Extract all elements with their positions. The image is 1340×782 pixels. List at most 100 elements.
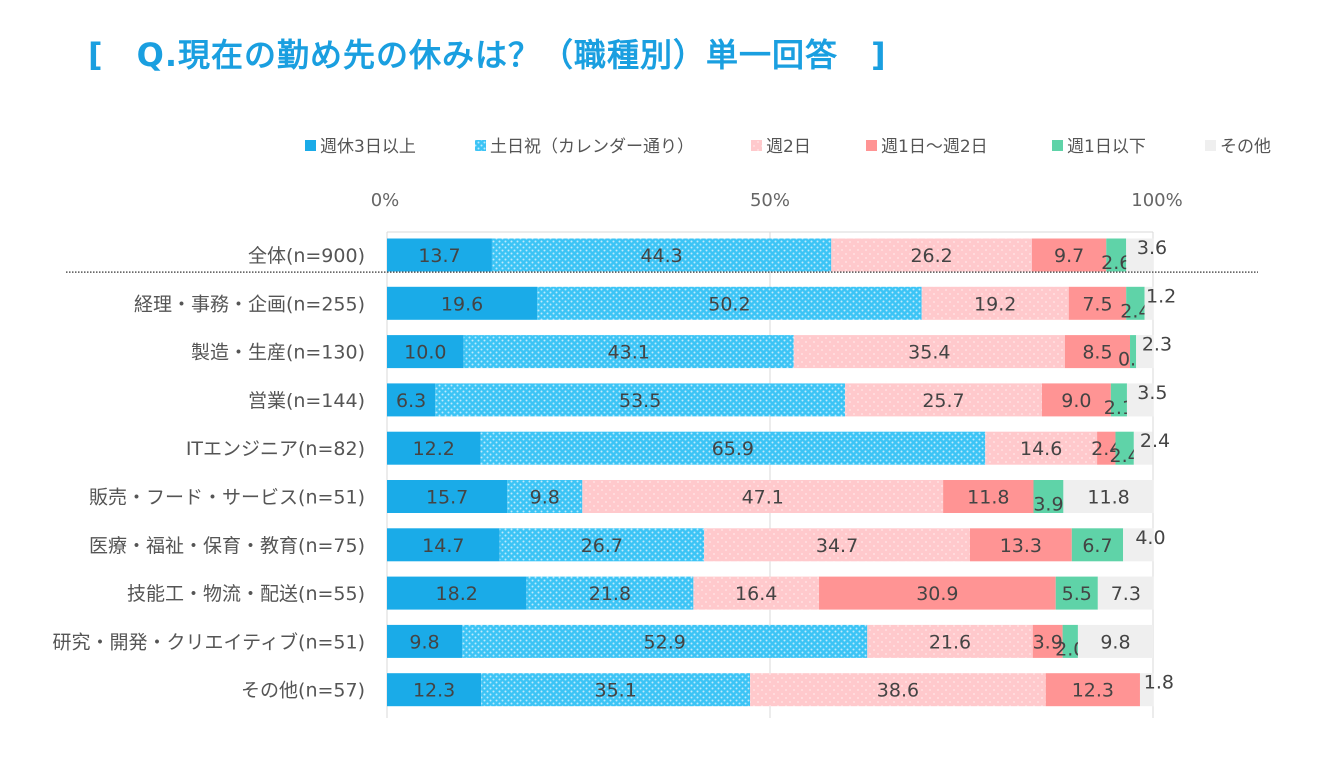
data-label-1-3: 7.5 xyxy=(1082,293,1112,315)
data-label-8-0: 9.8 xyxy=(409,631,439,653)
data-label-3-4: 2.1 xyxy=(1104,397,1134,419)
data-label-6-0: 14.7 xyxy=(422,535,464,557)
data-label-1-5: 1.2 xyxy=(1146,285,1176,307)
data-label-8-4: 2.0 xyxy=(1055,638,1085,660)
bar-segment-9-2 xyxy=(750,673,1046,707)
data-label-1-2: 19.2 xyxy=(974,293,1016,315)
bar-segment-1-1 xyxy=(537,286,922,320)
data-label-5-1: 9.8 xyxy=(530,487,560,509)
bar-segment-6-1 xyxy=(499,528,705,562)
bar-segment-1-3 xyxy=(1068,286,1127,320)
data-label-4-1: 65.9 xyxy=(712,438,754,460)
data-label-2-1: 43.1 xyxy=(608,342,650,364)
bar-segment-3-3 xyxy=(1041,383,1111,417)
legend-label-0: 週休3日以上 xyxy=(320,137,416,157)
bar-segment-9-3 xyxy=(1045,673,1140,707)
bar-segment-8-5 xyxy=(1077,624,1153,658)
data-label-4-2: 14.6 xyxy=(1020,438,1062,460)
bar-segment-4-0 xyxy=(387,431,481,465)
bar-segment-0-4 xyxy=(1106,238,1127,272)
bar-segment-0-1 xyxy=(491,238,832,272)
category-label-4: ITエンジニア(n=82) xyxy=(186,438,365,460)
bar-segment-7-2 xyxy=(693,576,820,610)
data-label-0-2: 26.2 xyxy=(910,245,952,267)
data-label-7-3: 30.9 xyxy=(916,583,958,605)
bar-segment-7-0 xyxy=(387,576,527,610)
data-label-4-0: 12.2 xyxy=(413,438,455,460)
bar-segment-7-5 xyxy=(1097,576,1154,610)
bar-segment-5-4 xyxy=(1033,480,1064,513)
bar-segment-5-3 xyxy=(943,480,1034,513)
data-label-7-0: 18.2 xyxy=(436,583,478,605)
category-label-2: 製造・生産(n=130) xyxy=(191,342,365,364)
data-label-5-0: 15.7 xyxy=(426,487,468,509)
data-label-2-0: 10.0 xyxy=(404,342,446,364)
data-label-2-3: 8.5 xyxy=(1082,342,1112,364)
bar-segment-9-1 xyxy=(481,673,751,707)
legend-label-4: 週1日以下 xyxy=(1067,137,1146,157)
bar-segment-2-0 xyxy=(387,335,464,369)
bar-segment-2-1 xyxy=(463,335,794,369)
legend-swatch-5 xyxy=(1205,140,1216,151)
data-label-7-1: 21.8 xyxy=(589,583,631,605)
legend-swatch-4 xyxy=(1052,140,1063,151)
data-label-9-0: 12.3 xyxy=(413,680,455,702)
data-label-0-0: 13.7 xyxy=(418,245,460,267)
legend-swatch-3 xyxy=(866,140,877,151)
bar-segment-3-2 xyxy=(845,383,1042,417)
category-label-8: 研究・開発・クリエイティブ(n=51) xyxy=(53,630,365,653)
bar-segment-0-2 xyxy=(831,238,1032,272)
legend-swatch-2 xyxy=(751,140,762,151)
data-label-3-5: 3.5 xyxy=(1137,382,1167,404)
bar-segment-2-5 xyxy=(1136,335,1154,369)
data-label-6-4: 6.7 xyxy=(1082,535,1112,557)
category-label-1: 経理・事務・企画(n=255) xyxy=(134,293,365,315)
bar-segment-0-3 xyxy=(1031,238,1107,272)
legend-swatch-0 xyxy=(305,140,316,151)
bar-segment-9-5 xyxy=(1139,673,1154,707)
legend-label-3: 週1日～週2日 xyxy=(881,137,988,157)
bar-segment-1-0 xyxy=(387,286,538,320)
category-labels: 全体(n=900) 経理・事務・企画(n=255) 製造・生産(n=130) 営業(n… xyxy=(53,245,365,702)
bar-segment-5-2 xyxy=(582,480,944,513)
bar-segment-6-3 xyxy=(969,528,1072,562)
data-label-9-2: 38.6 xyxy=(877,680,919,702)
data-label-0-4: 2.6 xyxy=(1101,252,1131,274)
bar-segment-8-3 xyxy=(1032,624,1063,658)
bar-segment-1-2 xyxy=(921,286,1069,320)
data-label-5-2: 47.1 xyxy=(742,487,784,509)
bar-segment-4-2 xyxy=(985,431,1098,465)
bar-segment-3-1 xyxy=(435,383,846,417)
data-label-1-0: 19.6 xyxy=(441,293,483,315)
legend-label-1: 土日祝（カレンダー通り） xyxy=(490,137,694,157)
bar-segment-8-4 xyxy=(1062,624,1078,658)
bar-segment-5-0 xyxy=(387,480,508,513)
bar-segment-2-3 xyxy=(1064,335,1131,369)
data-label-6-3: 13.3 xyxy=(1000,535,1042,557)
data-label-3-0: 6.3 xyxy=(396,390,426,412)
data-label-3-1: 53.5 xyxy=(619,390,661,412)
category-label-7: 技能工・物流・配送(n=55) xyxy=(127,583,365,605)
bar-segment-2-2 xyxy=(793,335,1065,369)
bar-segment-7-3 xyxy=(819,576,1056,610)
data-label-8-5: 9.8 xyxy=(1100,631,1130,653)
data-label-6-5: 4.0 xyxy=(1135,527,1165,549)
data-label-8-2: 21.6 xyxy=(929,631,971,653)
x-tick-label-0: 0% xyxy=(371,190,400,211)
bar-segment-3-0 xyxy=(387,383,436,417)
data-label-3-2: 25.7 xyxy=(922,390,964,412)
bar-segment-1-4 xyxy=(1126,286,1145,320)
data-label-4-4: 2.4 xyxy=(1110,445,1140,467)
data-label-5-3: 11.8 xyxy=(967,487,1009,509)
bars: 13.7 44.3 26.2 9.7 2.63.619.6 50.2 19.2 7.5 2.41… xyxy=(66,237,1258,707)
data-label-9-5: 1.8 xyxy=(1144,672,1174,694)
bar-segment-6-5 xyxy=(1123,528,1154,562)
bar-segment-1-5 xyxy=(1144,286,1154,320)
bar-segment-2-4 xyxy=(1130,335,1137,369)
data-label-6-1: 26.7 xyxy=(581,535,623,557)
bar-segment-4-1 xyxy=(480,431,986,465)
legend-label-2: 週2日 xyxy=(766,137,811,157)
bar-segment-6-4 xyxy=(1071,528,1124,562)
category-label-3: 営業(n=144) xyxy=(248,390,365,412)
